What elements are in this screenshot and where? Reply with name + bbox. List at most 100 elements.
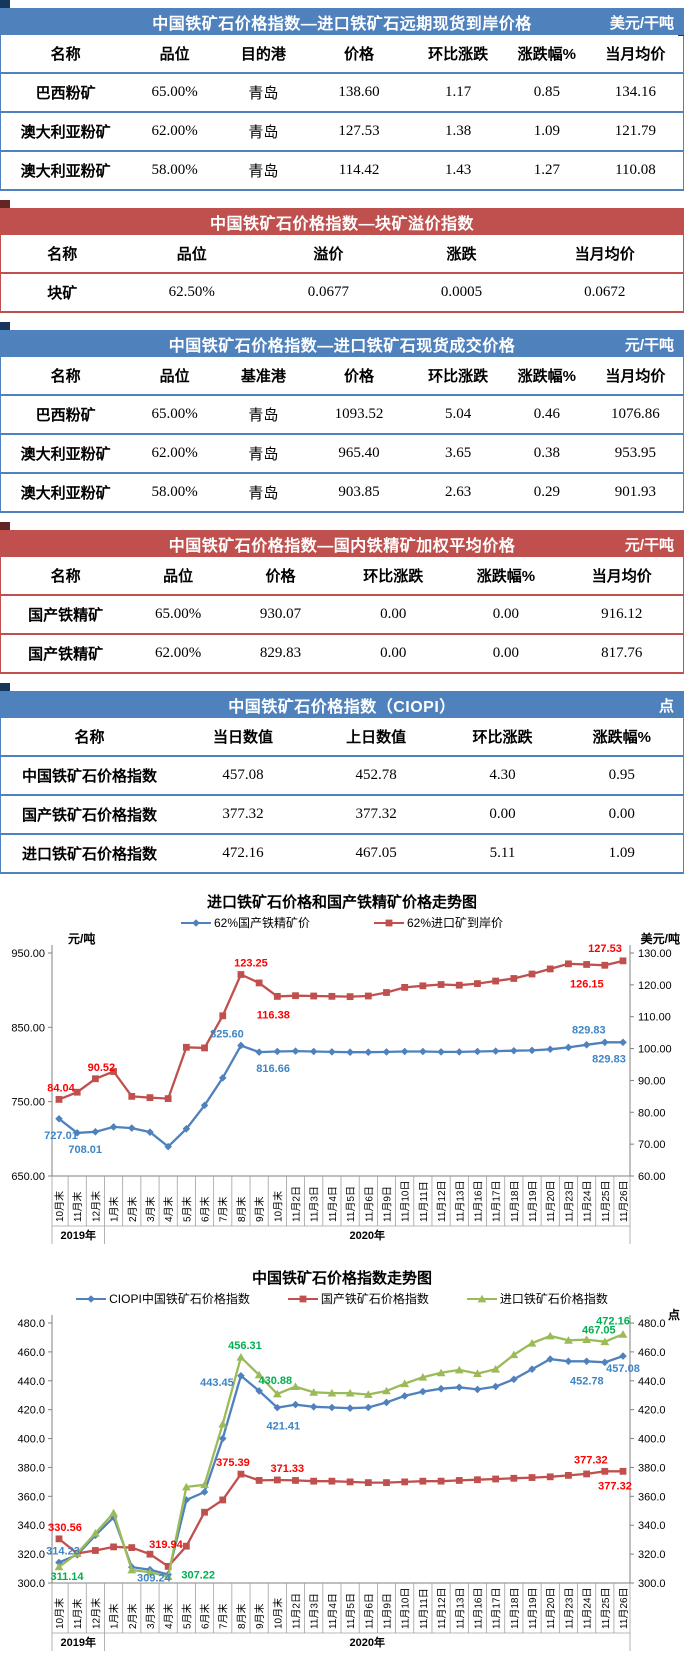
data-point-marker [455,1048,464,1056]
data-point-marker [382,1398,391,1407]
data-point-marker [419,1047,427,1056]
data-label: 314.23 [46,1545,80,1557]
axis-tick-label: 850.00 [11,1022,45,1034]
x-axis-label: 11月4日 [327,1186,339,1222]
x-axis-label: 11月12日 [436,1587,448,1629]
data-point-marker [454,1365,464,1374]
series-line [58,1333,624,1578]
axis-tick-label: 340.0 [638,1520,666,1532]
column-header: 当月均价 [526,235,684,274]
data-point-marker [601,961,609,969]
header-row: 名称 品位 目的港 价格 环比涨跌 涨跌幅% 当月均价 [0,35,684,74]
trend-chart-1: 进口铁矿石价格和国产铁精矿价格走势图 62%国产铁精矿价 62%进口矿到岸价 950.… [0,891,684,1253]
x-axis-label: 9月末 [253,1603,266,1629]
data-table: 名称 品位 溢价 涨跌 当月均价 块矿 62.50% 0.0677 0.0005 0.0672 [0,235,684,313]
x-axis-label: 8月末 [235,1196,248,1222]
cell: 1.09 [505,112,588,152]
x-axis-label: 11月4日 [327,1593,339,1629]
column-header: 环比涨跌 [410,35,506,74]
data-point-marker [583,961,591,968]
data-label: 456.31 [228,1340,262,1352]
data-point-marker [436,1368,446,1377]
x-axis-label: 11月11日 [418,1181,430,1222]
x-axis-label: 11月9日 [381,1186,393,1222]
data-point-marker [73,1129,81,1137]
data-point-marker [564,1357,573,1366]
chart-plot: 480.0 460.0 440.0 420.0 400.0 380.0 360.0 340.0… [17,1307,680,1651]
data-point-marker [55,1114,63,1123]
cell: 930.07 [225,595,336,635]
table-row: 澳大利亚粉矿 58.00% 青岛 903.85 2.63 0.29 901.93 [0,473,684,513]
x-axis-label: 11月末 [71,1192,84,1222]
data-point-marker [328,1048,336,1056]
table-title: 中国铁矿石价格指数—进口铁矿石现货成交价格 [168,337,516,355]
data-point-marker [109,1508,118,1517]
cell: 65.00% [130,395,220,435]
data-point-marker [254,1370,264,1379]
axis-tick-label: 360.0 [638,1491,666,1503]
data-point-marker [473,1369,482,1377]
row-label: 国产铁精矿 [0,595,131,635]
data-label: 127.53 [588,943,622,955]
x-axis-label: 8月末 [235,1603,248,1629]
legend-label: CIOPI中国铁矿石价格指数 [109,1292,250,1306]
data-point-marker [619,1352,627,1360]
data-point-marker [309,1047,318,1056]
x-axis-label: 11月18日 [509,1587,521,1629]
x-axis-label: 11月5日 [345,1593,357,1629]
chart-plot: 950.00 850.00 750.00 650.00 元/吨 130.00 120.00 1… [11,931,680,1244]
cell: 65.00% [130,73,220,113]
data-point-marker [73,1088,81,1096]
data-point-marker [255,1387,263,1395]
data-point-marker [128,1092,136,1100]
cell: 916.12 [560,595,684,635]
legend-marker-icon [374,919,404,926]
cell: 452.78 [307,756,445,796]
data-point-marker [164,1142,172,1151]
data-point-marker [182,1542,190,1550]
data-label: 377.32 [574,1454,608,1466]
axis-tick-label: 110.00 [638,1012,671,1024]
column-header: 环比涨跌 [335,557,452,596]
cell: 5.04 [410,395,506,435]
data-point-marker [346,1404,354,1413]
axis-tick-label: 420.0 [17,1405,45,1417]
series-line [58,1041,623,1149]
data-label: 467.05 [582,1325,616,1337]
table-row: 块矿 62.50% 0.0677 0.0005 0.0672 [0,273,684,313]
column-header: 价格 [307,357,411,396]
row-label: 澳大利亚粉矿 [0,473,131,513]
data-point-marker [200,1488,209,1496]
x-axis-label: 11月2日 [291,1593,303,1629]
table-row: 澳大利亚粉矿 58.00% 青岛 114.42 1.43 1.27 110.08 [0,151,684,191]
cell: 377.32 [307,795,445,835]
data-point-marker [400,1047,409,1056]
data-point-marker [181,1482,191,1491]
x-axis-label: 5月末 [180,1196,193,1222]
data-point-marker [364,1403,373,1412]
data-label: 123.25 [234,958,268,970]
series-line [58,1355,624,1576]
data-point-marker [401,984,409,991]
data-label: 371.33 [270,1463,304,1475]
x-axis-label: 11月10日 [400,1180,412,1222]
data-point-marker [546,1473,554,1481]
x-axis-label: 11月11日 [418,1588,430,1629]
axis-tick-label: 80.00 [638,1107,666,1119]
data-label: 311.14 [50,1571,84,1583]
corner-marker [0,522,10,531]
cell: 1076.86 [587,395,684,435]
cell: 3.65 [410,434,506,474]
price-table-3: 中国铁矿石价格指数—进口铁矿石现货成交价格 元/干吨 名称 品位 基准港 价格 环比涨跌 涨跌… [0,322,684,513]
x-axis-label: 11月10日 [400,1587,412,1629]
cell: 0.38 [505,434,588,474]
x-axis-label: 2月末 [126,1603,139,1629]
cell: 903.85 [307,473,411,513]
data-point-marker [201,1044,208,1052]
row-label: 国产铁精矿 [0,634,131,674]
axis-tick-label: 650.00 [11,1171,45,1183]
x-axis-label: 5月末 [180,1603,193,1629]
data-point-marker [419,982,427,990]
data-point-marker [201,1508,208,1516]
data-point-marker [310,1477,318,1485]
